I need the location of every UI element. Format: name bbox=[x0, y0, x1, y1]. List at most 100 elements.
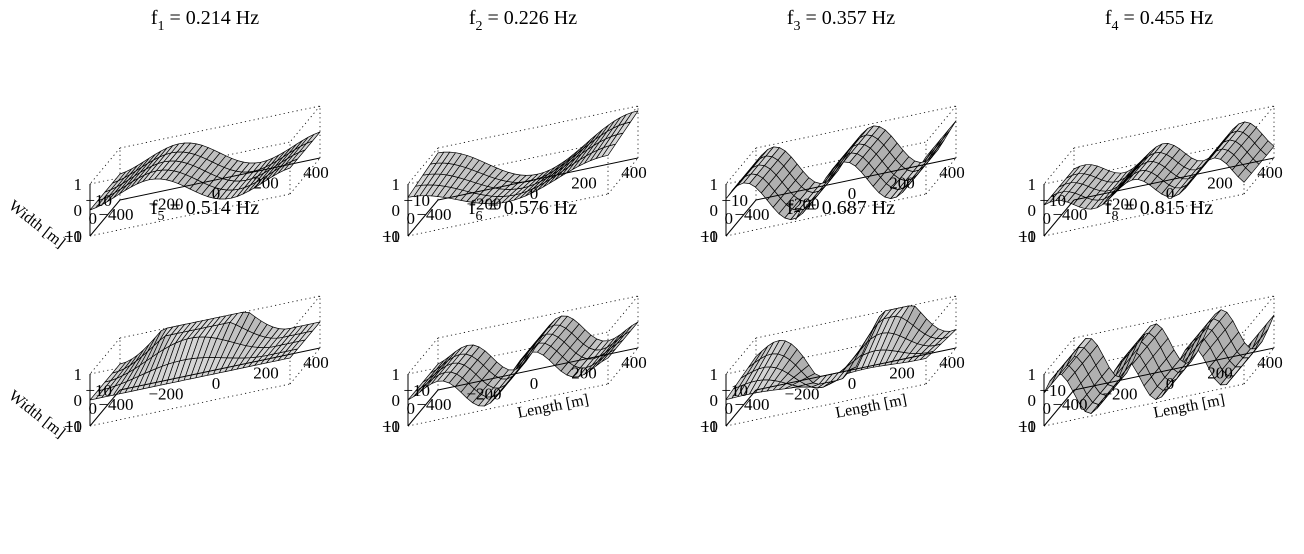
vertical-tick-label: −1 bbox=[700, 417, 718, 436]
length-axis-line bbox=[437, 157, 639, 201]
width-tick-label: 0 bbox=[725, 209, 734, 228]
length-axis-label: Length [m] bbox=[1152, 391, 1226, 422]
vertical-tick-label: −1 bbox=[64, 227, 82, 246]
length-tick-label: 200 bbox=[571, 174, 597, 193]
length-tick-label: −200 bbox=[148, 195, 183, 214]
length-axis-line bbox=[1073, 157, 1275, 201]
length-tick-label: −400 bbox=[98, 395, 133, 414]
length-tick-label: 200 bbox=[253, 364, 279, 383]
length-tick-label: 0 bbox=[212, 374, 221, 393]
length-tick-label: 0 bbox=[848, 184, 857, 203]
length-tick-label: 200 bbox=[889, 174, 915, 193]
panel-title: f7 = 0.687 Hz bbox=[787, 197, 895, 224]
width-axis-line bbox=[725, 199, 757, 237]
bounding-box-edge bbox=[1043, 193, 1245, 237]
vertical-tick-label: 0 bbox=[1028, 201, 1037, 220]
vertical-tick-label: 1 bbox=[74, 175, 83, 194]
surface-mesh bbox=[725, 120, 957, 220]
surface-cell bbox=[306, 321, 321, 333]
bounding-box-edge bbox=[89, 193, 291, 237]
bounding-box-edge bbox=[119, 105, 321, 149]
subplot-7: f7 = 0.687 Hz−400−2000200400−10010−101Le… bbox=[700, 197, 965, 436]
length-tick-label: 0 bbox=[530, 374, 539, 393]
length-tick-label: −200 bbox=[1102, 195, 1137, 214]
length-tick-label: 400 bbox=[939, 163, 965, 182]
surface-mesh bbox=[89, 131, 321, 211]
bounding-box-edge bbox=[925, 105, 957, 143]
width-tick-label: 10 bbox=[1019, 227, 1036, 246]
vertical-tick-label: 0 bbox=[392, 391, 401, 410]
length-tick-label: −200 bbox=[466, 385, 501, 404]
length-axis-line bbox=[437, 347, 639, 391]
bounding-box-edge bbox=[89, 337, 121, 375]
bounding-box-edge bbox=[89, 383, 291, 427]
panel-title: f2 = 0.226 Hz bbox=[469, 7, 577, 34]
width-tick-label: 0 bbox=[89, 209, 98, 228]
length-tick-label: −400 bbox=[734, 205, 769, 224]
bounding-box-edge bbox=[407, 383, 609, 427]
surface-cell bbox=[624, 110, 639, 124]
surface-mesh bbox=[725, 305, 957, 400]
bounding-box-edge bbox=[407, 331, 609, 375]
length-tick-label: 0 bbox=[1166, 374, 1175, 393]
bounding-box-edge bbox=[755, 105, 957, 149]
width-tick-label: −10 bbox=[85, 381, 112, 400]
bounding-box-edge bbox=[407, 141, 609, 185]
width-tick-label: 10 bbox=[65, 227, 82, 246]
width-tick-label: 10 bbox=[383, 227, 400, 246]
width-tick-label: −10 bbox=[1039, 191, 1066, 210]
width-tick-label: 10 bbox=[701, 227, 718, 246]
surface-cell bbox=[1260, 140, 1275, 156]
width-axis-line bbox=[725, 389, 757, 427]
length-tick-label: 400 bbox=[1257, 353, 1283, 372]
width-axis-line bbox=[89, 389, 121, 427]
vertical-tick-label: −1 bbox=[64, 417, 82, 436]
width-tick-label: 10 bbox=[1019, 417, 1036, 436]
width-tick-label: 10 bbox=[701, 417, 718, 436]
surface-cell bbox=[942, 120, 957, 140]
width-tick-label: −10 bbox=[403, 381, 430, 400]
length-axis-line bbox=[1073, 347, 1275, 391]
bounding-box-edge bbox=[437, 295, 639, 339]
bounding-box-edge bbox=[755, 295, 957, 339]
length-tick-label: −400 bbox=[1052, 205, 1087, 224]
bounding-box-edge bbox=[725, 141, 927, 185]
bounding-box-edge bbox=[1073, 105, 1275, 149]
width-tick-label: −10 bbox=[403, 191, 430, 210]
bounding-box-edge bbox=[407, 337, 439, 375]
vertical-tick-label: 0 bbox=[74, 201, 83, 220]
subplot-8: f8 = 0.815 Hz−400−2000200400−10010−101Le… bbox=[1018, 197, 1283, 436]
length-tick-label: 200 bbox=[1207, 364, 1233, 383]
vertical-tick-label: −1 bbox=[700, 227, 718, 246]
length-tick-label: 200 bbox=[253, 174, 279, 193]
vertical-tick-label: −1 bbox=[382, 417, 400, 436]
length-tick-label: −400 bbox=[416, 205, 451, 224]
length-axis-line bbox=[755, 347, 957, 391]
surface-cell bbox=[306, 131, 321, 144]
length-tick-label: 200 bbox=[571, 364, 597, 383]
bounding-box-edge bbox=[1073, 295, 1275, 339]
vertical-tick-label: 1 bbox=[710, 365, 719, 384]
vertical-tick-label: −1 bbox=[382, 227, 400, 246]
width-axis-label: Width [m] bbox=[5, 387, 68, 441]
panel-title: f3 = 0.357 Hz bbox=[787, 7, 895, 34]
surface-cell bbox=[624, 321, 639, 335]
surface-mesh bbox=[1043, 121, 1275, 210]
length-axis-line bbox=[119, 347, 321, 391]
length-tick-label: 400 bbox=[621, 163, 647, 182]
vertical-tick-label: −1 bbox=[1018, 417, 1036, 436]
panel-title: f8 = 0.815 Hz bbox=[1105, 197, 1213, 224]
bounding-box-edge bbox=[725, 193, 927, 237]
length-tick-label: 0 bbox=[848, 374, 857, 393]
panel-title: f4 = 0.455 Hz bbox=[1105, 7, 1213, 34]
vertical-tick-label: 1 bbox=[1028, 365, 1037, 384]
width-tick-label: 0 bbox=[89, 399, 98, 418]
width-tick-label: 0 bbox=[725, 399, 734, 418]
vertical-tick-label: 0 bbox=[392, 201, 401, 220]
length-tick-label: −400 bbox=[1052, 395, 1087, 414]
width-tick-label: 0 bbox=[407, 209, 416, 228]
subplot-6: f6 = 0.576 Hz−400−2000200400−10010−101Le… bbox=[382, 197, 647, 436]
length-tick-label: −200 bbox=[148, 385, 183, 404]
length-tick-label: 400 bbox=[303, 163, 329, 182]
